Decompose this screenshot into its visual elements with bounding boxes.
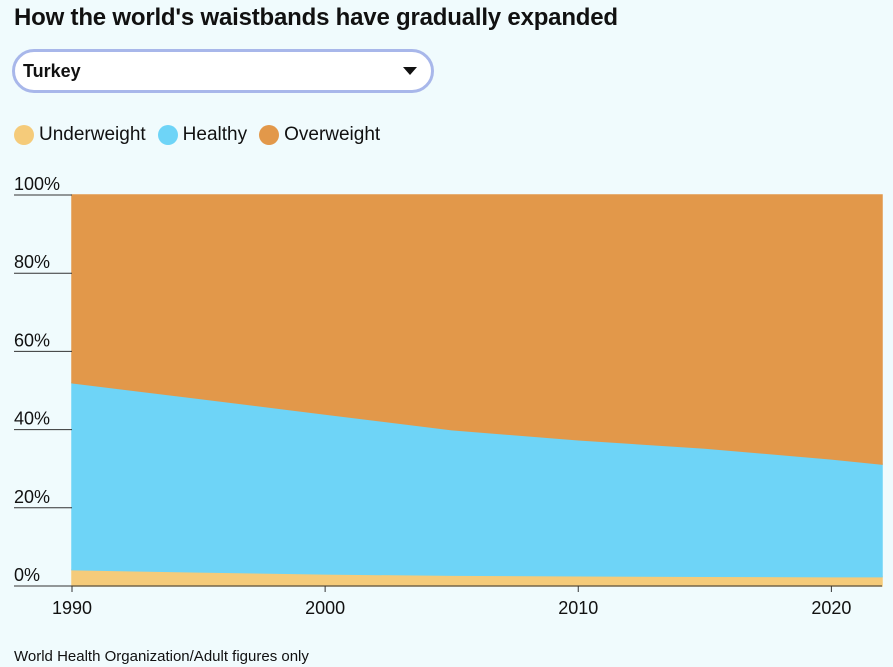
y-tick-label-0: 0% [14, 565, 40, 585]
legend-label-healthy: Healthy [182, 124, 248, 145]
legend-item-healthy: Healthy [157, 124, 248, 146]
x-tick-label-2010: 2010 [558, 598, 598, 618]
y-tick-label-60: 60% [14, 330, 50, 350]
y-tick-label-40: 40% [14, 409, 50, 429]
legend-label-underweight: Underweight [39, 124, 146, 145]
source-note: World Health Organization/Adult figures … [14, 648, 309, 665]
caret-down-icon [403, 67, 417, 75]
legend-item-overweight: Overweight [259, 124, 380, 146]
y-tick-label-100: 100% [14, 174, 60, 194]
y-tick-label-20: 20% [14, 487, 50, 507]
stacked-area-chart: 0% 20% 40% 60% 80% 100% 1990 2000 2010 2020 [14, 174, 883, 618]
country-dropdown[interactable]: Turkey [12, 49, 434, 93]
x-tick-label-2020: 2020 [811, 598, 851, 618]
legend-item-underweight: Underweight [14, 124, 146, 146]
x-tick-label-2000: 2000 [305, 598, 345, 618]
legend: Underweight Healthy Overweight [14, 124, 380, 146]
legend-swatch-underweight [14, 125, 34, 145]
legend-swatch-overweight [259, 125, 280, 145]
legend-swatch-healthy [157, 125, 178, 145]
chart-title: How the world's waistbands have graduall… [14, 4, 618, 31]
y-tick-label-80: 80% [14, 252, 50, 272]
area-overweight [71, 194, 883, 465]
country-dropdown-value: Turkey [23, 60, 81, 81]
x-tick-label-1990: 1990 [52, 598, 92, 618]
legend-label-overweight: Overweight [284, 124, 381, 145]
